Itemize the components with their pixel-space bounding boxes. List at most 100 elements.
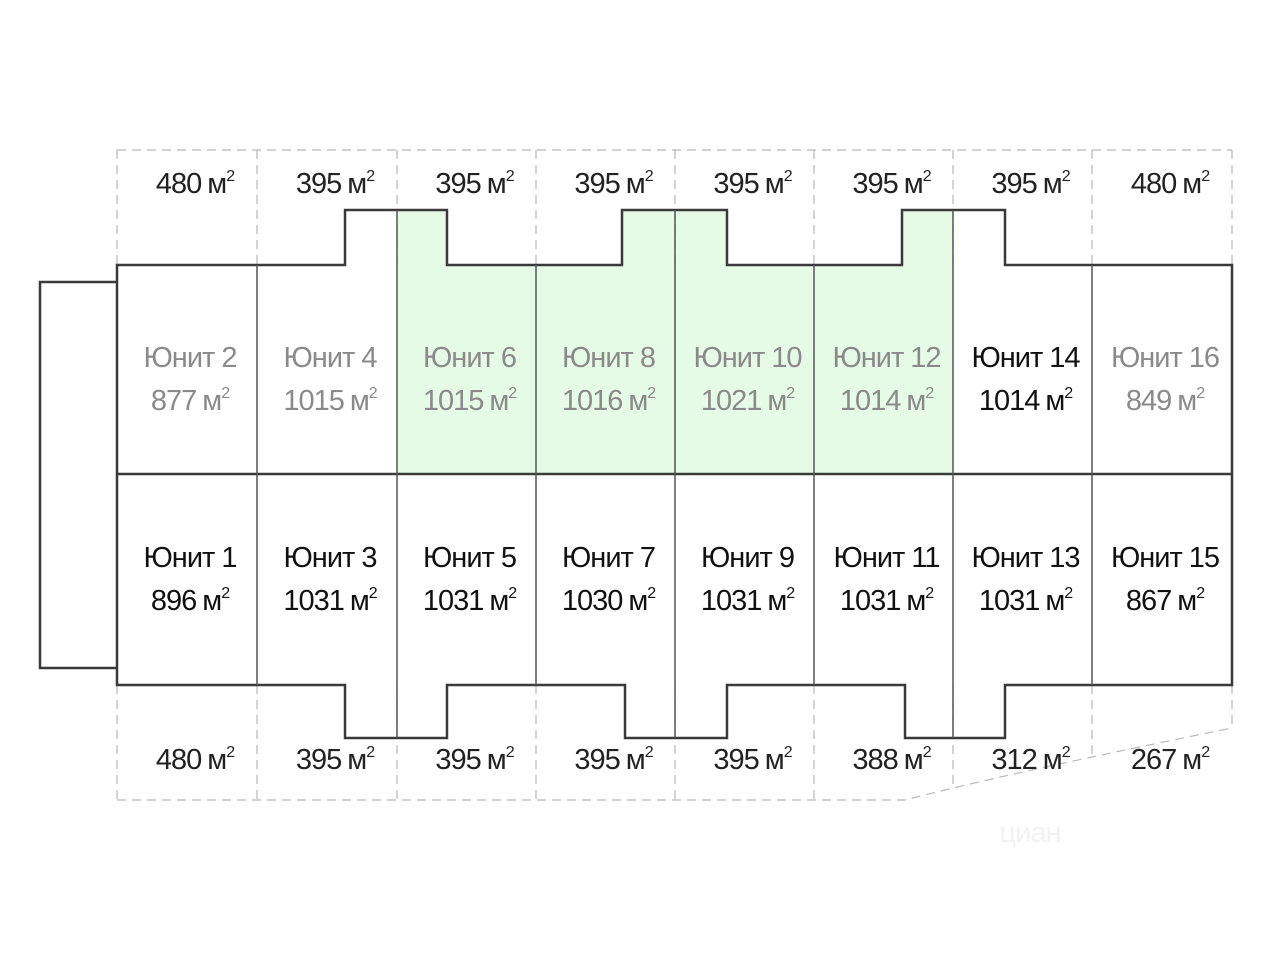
area-unit: м [350, 385, 369, 417]
area-unit: м [765, 168, 784, 200]
unit-lower[interactable]: Юнит 15 [1111, 542, 1220, 574]
area-unit: м [767, 585, 786, 617]
unit-lower[interactable]: Юнит 7 [562, 542, 656, 574]
area-value: 395 [713, 168, 758, 200]
area-unit: м [350, 585, 369, 617]
area-value: 395 [296, 744, 341, 776]
unit-name: Юнит 7 [562, 542, 655, 574]
unit-lower[interactable]: Юнит 3 [284, 542, 378, 574]
unit-name: Юнит 10 [693, 342, 801, 374]
unit-lower[interactable]: Юнит 9 [701, 542, 795, 574]
unit-area: 896 м2 [151, 585, 230, 617]
area-unit: м [1043, 168, 1062, 200]
watermark-logo: циан [1000, 817, 1061, 849]
area-value: 395 [852, 168, 897, 200]
unit-name: Юнит 1 [144, 542, 237, 574]
area-value: 867 [1126, 585, 1171, 617]
unit-upper[interactable]: Юнит 12 [832, 342, 941, 374]
unit-upper[interactable]: Юнит 14 [971, 342, 1081, 374]
area-unit: м [1182, 744, 1201, 776]
area-sup: 2 [506, 168, 515, 185]
unit-upper[interactable]: Юнит 4 [284, 342, 379, 374]
area-unit: м [1043, 744, 1062, 776]
unit-upper[interactable]: Юнит 2 [144, 342, 238, 374]
area-unit: м [904, 744, 923, 776]
unit-upper[interactable]: Юнит 16 [1111, 342, 1220, 374]
area-value: 395 [435, 168, 480, 200]
top-plot-area: 395 м2 [574, 168, 653, 200]
area-value: 1031 [283, 585, 344, 617]
unit-upper[interactable]: Юнит 10 [693, 342, 802, 374]
bottom-plot-area: 312 м2 [991, 744, 1070, 776]
unit-area: 1031 м2 [701, 585, 795, 617]
area-sup: 2 [508, 385, 517, 402]
unit-area: 1015 м2 [283, 385, 377, 417]
unit-name: Юнит 6 [423, 342, 516, 374]
area-unit: м [487, 744, 506, 776]
area-value: 395 [296, 168, 341, 200]
unit-name: Юнит 16 [1111, 342, 1219, 374]
unit-lower[interactable]: Юнит 5 [423, 542, 517, 574]
area-sup: 2 [784, 168, 793, 185]
area-unit: м [1182, 168, 1201, 200]
area-unit: м [347, 744, 366, 776]
area-sup: 2 [369, 385, 378, 402]
area-value: 1015 [423, 385, 484, 417]
unit-name: Юнит 11 [834, 542, 940, 574]
unit-lower[interactable]: Юнит 1 [144, 542, 238, 574]
unit-lower[interactable]: Юнит 11 [834, 542, 941, 574]
bottom-plot-area: 395 м2 [574, 744, 653, 776]
area-sup: 2 [925, 585, 934, 602]
area-sup: 2 [786, 585, 795, 602]
area-value: 267 [1131, 744, 1176, 776]
area-sup: 2 [1064, 385, 1073, 402]
unit-area: 867 м2 [1126, 585, 1205, 617]
area-sup: 2 [366, 744, 375, 761]
building-outline [115, 208, 1234, 740]
area-unit: м [906, 385, 925, 417]
area-unit: м [202, 385, 221, 417]
area-unit: м [347, 168, 366, 200]
unit-name: Юнит 14 [971, 342, 1080, 374]
area-unit: м [489, 385, 508, 417]
area-sup: 2 [1064, 585, 1073, 602]
unit-lower[interactable]: Юнит 13 [971, 542, 1080, 574]
area-value: 395 [435, 744, 480, 776]
unit-area: 1031 м2 [979, 585, 1073, 617]
top-plot-area: 395 м2 [296, 168, 375, 200]
unit-name: Юнит 12 [832, 342, 940, 374]
plan-background [38, 149, 1234, 801]
area-sup: 2 [369, 585, 378, 602]
unit-upper[interactable]: Юнит 8 [562, 342, 656, 374]
area-value: 1031 [840, 585, 901, 617]
area-unit: м [906, 585, 925, 617]
unit-area: 1014 м2 [840, 385, 934, 417]
area-value: 877 [151, 385, 196, 417]
area-sup: 2 [506, 744, 515, 761]
area-unit: м [628, 385, 647, 417]
unit-area: 1031 м2 [423, 585, 517, 617]
bottom-plot-area: 395 м2 [435, 744, 514, 776]
unit-area: 1014 м2 [979, 385, 1073, 417]
unit-name: Юнит 3 [284, 542, 377, 574]
area-sup: 2 [925, 385, 934, 402]
area-value: 395 [713, 744, 758, 776]
area-sup: 2 [1201, 168, 1210, 185]
area-value: 388 [852, 744, 897, 776]
area-value: 849 [1126, 385, 1171, 417]
unit-upper[interactable]: Юнит 6 [423, 342, 517, 374]
unit-name: Юнит 9 [701, 542, 794, 574]
area-unit: м [489, 585, 508, 617]
area-value: 1031 [423, 585, 484, 617]
unit-area: 1015 м2 [423, 385, 517, 417]
area-unit: м [1045, 585, 1064, 617]
unit-area: 1030 м2 [562, 585, 656, 617]
area-unit: м [626, 744, 645, 776]
area-sup: 2 [226, 744, 235, 761]
area-sup: 2 [221, 585, 230, 602]
area-sup: 2 [784, 744, 793, 761]
area-value: 395 [991, 168, 1036, 200]
area-sup: 2 [1196, 585, 1205, 602]
bottom-plot-area: 388 м2 [852, 744, 931, 776]
area-value: 312 [991, 744, 1036, 776]
